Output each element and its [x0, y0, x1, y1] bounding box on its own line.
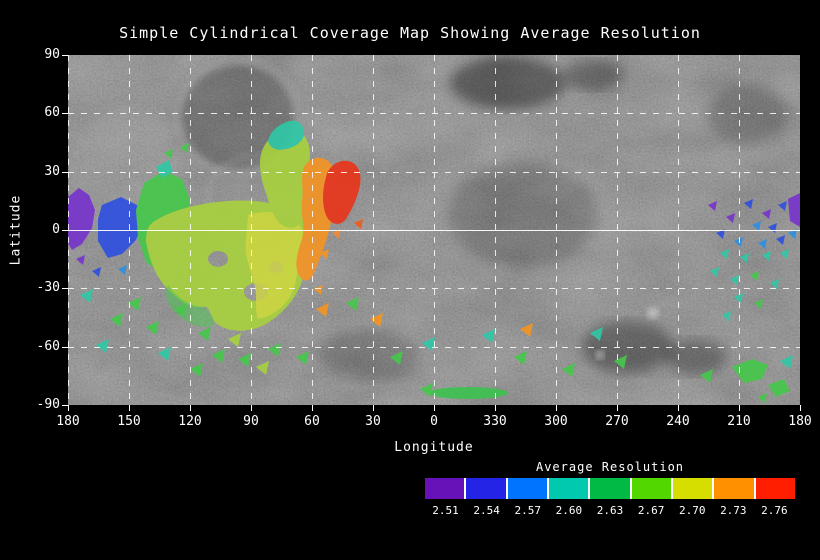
- y-tick-label: -60: [36, 338, 60, 354]
- colorbar-segment: [755, 478, 795, 499]
- x-tick-label: 90: [243, 414, 259, 429]
- coverage-overlay: [68, 120, 800, 403]
- colorbar-tick-label: 2.54: [473, 504, 500, 517]
- y-tick-mark: [62, 230, 68, 231]
- x-tick-mark: [68, 405, 69, 411]
- x-tick-mark: [190, 405, 191, 411]
- y-tick-mark: [62, 55, 68, 56]
- x-tick-label: 240: [666, 414, 690, 429]
- colorbar-title: Average Resolution: [535, 460, 685, 474]
- x-tick-label: 120: [178, 414, 202, 429]
- x-tick-mark: [129, 405, 130, 411]
- x-tick-mark: [617, 405, 618, 411]
- y-tick-label: 90: [44, 47, 60, 62]
- x-tick-mark: [495, 405, 496, 411]
- chart-title: Simple Cylindrical Coverage Map Showing …: [119, 24, 701, 42]
- y-tick-mark: [62, 346, 68, 348]
- y-tick-label: -90: [36, 397, 60, 412]
- colorbar-segment: [714, 478, 756, 499]
- x-tick-label: 60: [304, 414, 320, 429]
- x-tick-mark: [251, 405, 252, 411]
- colorbar-tick-label: 2.76: [761, 504, 788, 517]
- map-image: [68, 55, 800, 405]
- colorbar-tick-label: 2.57: [514, 504, 542, 517]
- x-tick-label: 210: [727, 414, 751, 429]
- colorbar-segment: [631, 478, 673, 499]
- x-tick-label: 180: [56, 414, 80, 429]
- x-tick-label: 150: [117, 414, 141, 429]
- y-tick-mark: [62, 288, 68, 290]
- colorbar-tick-label: 2.70: [678, 504, 706, 517]
- y-tick-label: -30: [36, 280, 60, 296]
- y-tick-label: 60: [44, 105, 60, 121]
- y-tick-mark: [62, 405, 68, 406]
- y-tick-label: 0: [52, 222, 60, 237]
- x-axis-label: Longitude: [394, 440, 474, 455]
- x-tick-mark: [678, 405, 679, 411]
- y-tick-label: 30: [44, 163, 60, 179]
- colorbar-tick-label: 2.67: [637, 504, 665, 517]
- colorbar-tick-label: 2.63: [596, 504, 624, 517]
- x-tick-mark: [312, 405, 313, 411]
- x-tick-mark: [739, 405, 740, 411]
- y-tick-mark: [62, 113, 68, 115]
- x-tick-mark: [800, 405, 801, 411]
- y-tick-mark: [62, 171, 68, 173]
- colorbar-segment: [466, 478, 508, 499]
- colorbar-segment: [590, 478, 632, 499]
- colorbar-tick-label: 2.73: [720, 504, 747, 517]
- colorbar-segment: [548, 478, 591, 499]
- x-tick-mark: [556, 405, 557, 411]
- x-tick-mark: [373, 405, 374, 411]
- x-tick-label: 270: [605, 414, 629, 429]
- x-tick-label: 30: [365, 414, 381, 429]
- x-tick-label: 330: [483, 414, 507, 429]
- colorbar-tick-label: 2.51: [432, 504, 459, 517]
- colorbar: [425, 478, 795, 499]
- x-tick-mark: [434, 405, 435, 411]
- colorbar-tick-label: 2.60: [555, 504, 583, 517]
- colorbar-segment: [507, 478, 549, 499]
- colorbar-segment: [672, 478, 715, 499]
- colorbar-segment: [425, 478, 467, 499]
- x-tick-label: 0: [430, 414, 438, 429]
- x-tick-label: 300: [544, 414, 568, 429]
- x-tick-label: 180: [788, 414, 812, 429]
- map-plot-area: [68, 55, 800, 405]
- colorbar-tick-labels: 2.51 2.54 2.57 2.60 2.63 2.67 2.70 2.73 2.76: [425, 504, 795, 517]
